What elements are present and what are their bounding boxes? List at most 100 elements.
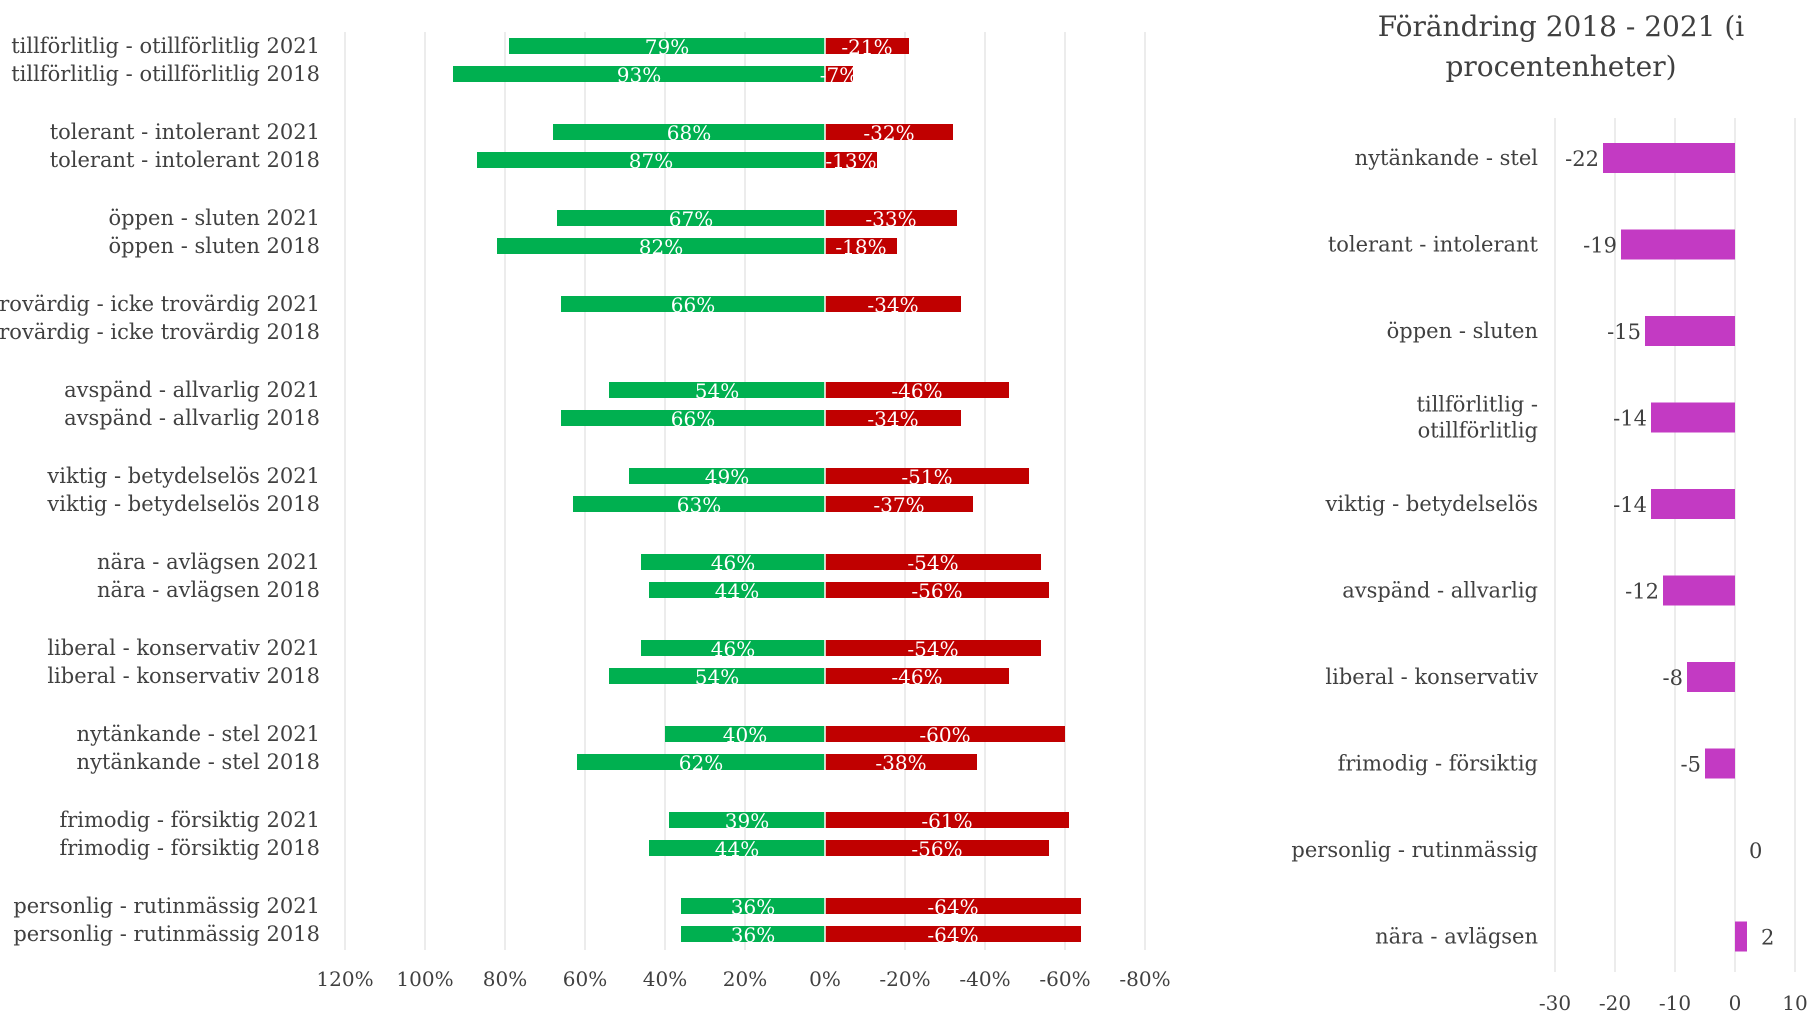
negative-bar xyxy=(825,124,953,140)
category-label: nytänkande - stel 2018 xyxy=(77,750,320,774)
positive-bar xyxy=(669,812,825,828)
change-bar xyxy=(1621,229,1735,260)
data-label: 44% xyxy=(715,579,759,603)
category-label: tillförlitlig - xyxy=(1416,393,1538,417)
change-bar xyxy=(1651,402,1735,433)
negative-bar xyxy=(825,554,1041,570)
change-bar xyxy=(1645,316,1735,346)
data-label: 46% xyxy=(711,551,755,575)
category-label: liberal - konservativ 2021 xyxy=(47,636,320,660)
x-tick-label: 80% xyxy=(483,967,527,991)
category-label: trovärdig - icke trovärdig 2018 xyxy=(0,320,320,344)
data-label: 82% xyxy=(639,235,683,259)
chart-title: procentenheter) xyxy=(1445,50,1676,83)
data-label: -21% xyxy=(841,35,892,59)
negative-bar xyxy=(825,296,961,312)
positive-bar xyxy=(609,382,825,398)
positive-bar xyxy=(649,582,825,598)
change-bar xyxy=(1663,575,1735,606)
data-label: -12 xyxy=(1625,580,1659,604)
category-label: avspänd - allvarlig xyxy=(1342,579,1538,603)
category-label: tolerant - intolerant 2021 xyxy=(50,120,320,144)
category-label: tillförlitlig - otillförlitlig 2021 xyxy=(11,34,320,58)
data-label: -37% xyxy=(873,493,924,517)
diverging-bar-chart: 120% 100% 80% 60% 40% 20% 0% -20% -40% -60% -80% ti… xyxy=(0,32,1171,991)
negative-bar xyxy=(825,640,1041,656)
category-label: trovärdig - icke trovärdig 2021 xyxy=(0,292,320,316)
data-label: -46% xyxy=(891,665,942,689)
data-label: 36% xyxy=(731,923,775,947)
positive-bar xyxy=(641,640,825,656)
data-label: -56% xyxy=(911,579,962,603)
data-label: 44% xyxy=(715,837,759,861)
category-label: nytänkande - stel xyxy=(1355,146,1539,170)
data-label: 40% xyxy=(723,723,767,747)
positive-bar xyxy=(453,66,825,82)
negative-bar xyxy=(825,66,853,82)
negative-bar xyxy=(825,152,877,168)
data-label: 68% xyxy=(667,121,711,145)
negative-bar xyxy=(825,668,1009,684)
category-label: liberal - konservativ xyxy=(1325,665,1538,689)
data-label: 36% xyxy=(731,895,775,919)
data-label: 49% xyxy=(705,465,749,489)
category-label: tillförlitlig - otillförlitlig 2018 xyxy=(11,62,320,86)
data-label: 66% xyxy=(671,293,715,317)
category-label: frimodig - försiktig 2021 xyxy=(59,808,320,832)
data-label: -34% xyxy=(867,407,918,431)
category-label: nära - avlägsen 2021 xyxy=(97,550,320,574)
negative-bar xyxy=(825,726,1065,742)
category-label: otillförlitlig xyxy=(1418,419,1538,443)
category-label: nytänkande - stel 2021 xyxy=(77,722,320,746)
category-label: avspänd - allvarlig 2021 xyxy=(64,378,320,402)
x-tick-label: 20% xyxy=(723,967,767,991)
positive-bar xyxy=(553,124,825,140)
positive-bar xyxy=(609,668,825,684)
positive-bar xyxy=(557,210,825,226)
x-tick-label: 0 xyxy=(1729,991,1742,1015)
data-label: -56% xyxy=(911,837,962,861)
negative-bar xyxy=(825,38,909,54)
data-label: -54% xyxy=(907,551,958,575)
x-tick-label: 40% xyxy=(643,967,687,991)
category-label: avspänd - allvarlig 2018 xyxy=(64,406,320,430)
category-label: tolerant - intolerant xyxy=(1328,233,1539,257)
data-label: -64% xyxy=(927,923,978,947)
data-label: 79% xyxy=(645,35,689,59)
data-label: -14 xyxy=(1613,407,1647,431)
negative-bar xyxy=(825,468,1029,484)
data-label: -60% xyxy=(919,723,970,747)
x-tick-label: -60% xyxy=(1039,967,1090,991)
negative-bar xyxy=(825,496,973,512)
data-label: 54% xyxy=(695,379,739,403)
category-label: nära - avlägsen xyxy=(1375,925,1538,949)
data-label: -32% xyxy=(863,121,914,145)
data-label: -5 xyxy=(1681,753,1701,777)
category-label: liberal - konservativ 2018 xyxy=(47,664,320,688)
chart-title: Förändring 2018 - 2021 (i xyxy=(1378,10,1745,43)
x-tick-label: 60% xyxy=(563,967,607,991)
data-label: -38% xyxy=(875,751,926,775)
x-tick-label: -20% xyxy=(879,967,930,991)
data-label: 93% xyxy=(617,63,661,87)
data-label: 54% xyxy=(695,665,739,689)
data-label: -13% xyxy=(825,149,876,173)
negative-bar xyxy=(825,926,1081,942)
category-label: tolerant - intolerant 2018 xyxy=(50,148,320,172)
data-label: 67% xyxy=(669,207,713,231)
data-label: 39% xyxy=(725,809,769,833)
x-tick-label: -10 xyxy=(1659,991,1691,1015)
data-label: 87% xyxy=(629,149,673,173)
positive-bar xyxy=(477,152,825,168)
change-bar xyxy=(1735,921,1747,952)
negative-bar xyxy=(825,582,1049,598)
category-label: personlig - rutinmässig 2021 xyxy=(13,894,320,918)
x-tick-label: -40% xyxy=(959,967,1010,991)
category-label: viktig - betydelselös 2018 xyxy=(46,492,320,516)
category-label: frimodig - försiktig 2018 xyxy=(59,836,320,860)
x-tick-label: 10 xyxy=(1782,991,1807,1015)
data-label: -14 xyxy=(1613,493,1647,517)
x-tick-label: 120% xyxy=(316,967,373,991)
data-label: 66% xyxy=(671,407,715,431)
data-label: -8 xyxy=(1663,666,1683,690)
